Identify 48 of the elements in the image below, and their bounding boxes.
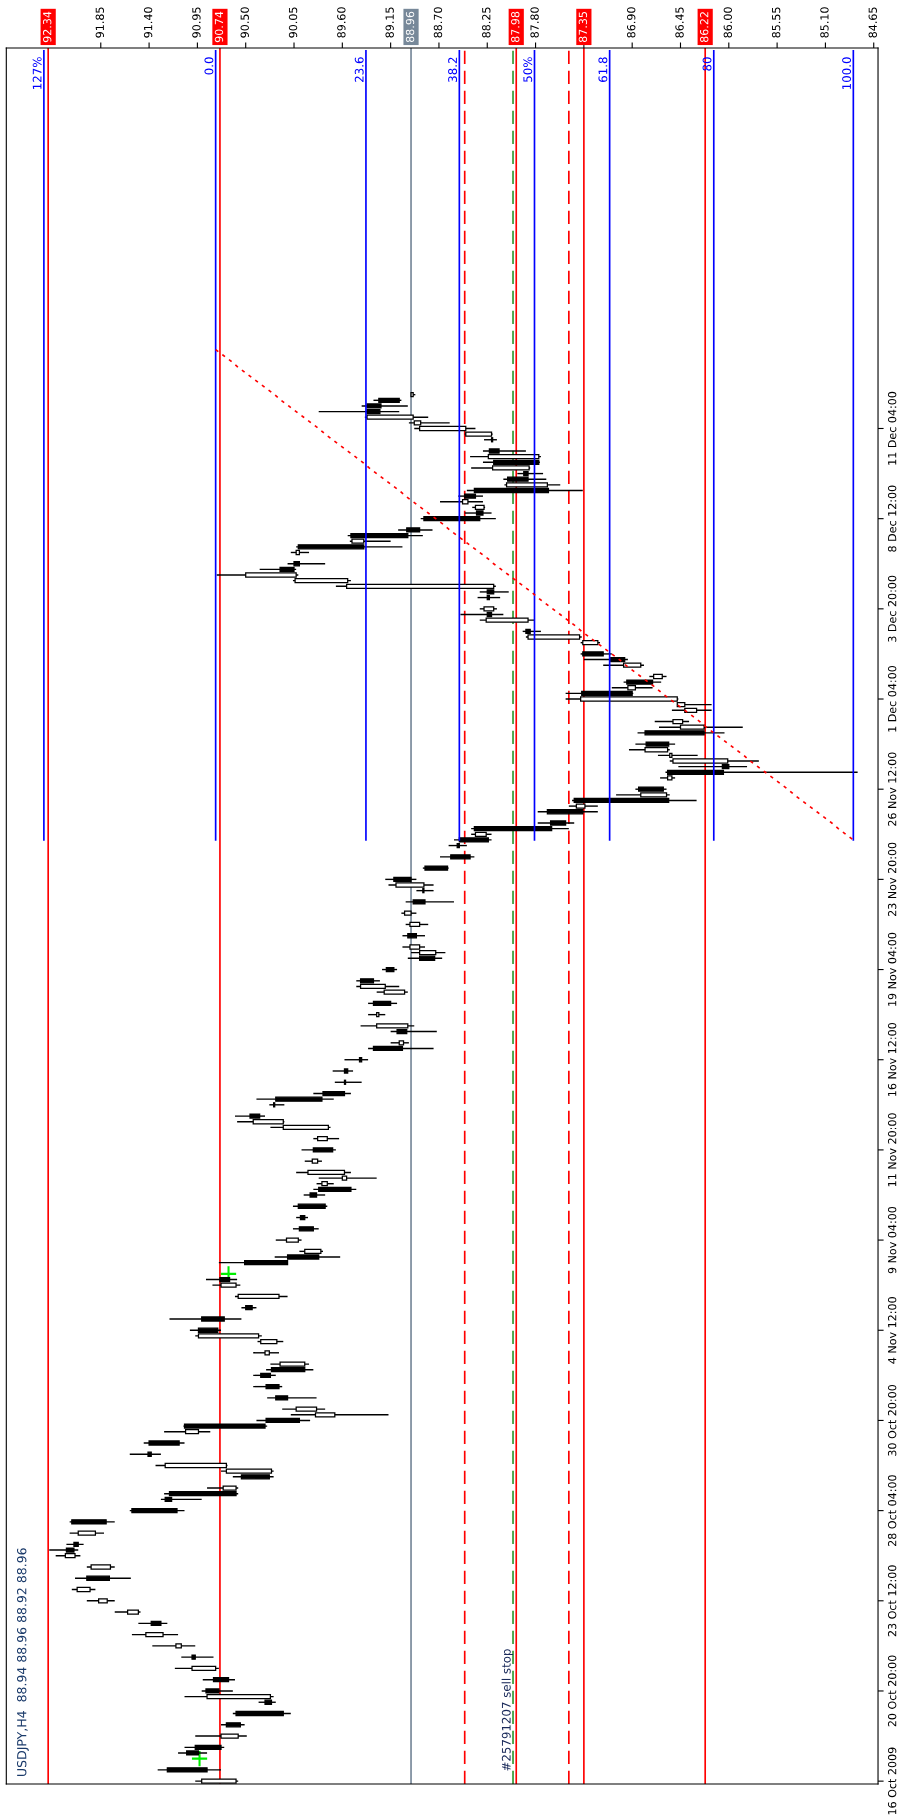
- y-tick-label: 11 Nov 20:00: [887, 1113, 897, 1187]
- y-tick-label: 3 Dec 20:00: [887, 575, 897, 642]
- y-tick-label: 4 Nov 12:00: [887, 1297, 897, 1364]
- y-tick-label: 28 Oct 04:00: [887, 1475, 897, 1547]
- text: USDJPY,H4 88.94 88.96 88.92 88.96: [16, 1548, 29, 1776]
- x-tick-label: 89.60: [337, 7, 346, 38]
- text: 127%: [32, 57, 42, 89]
- y-tick-label: 30 Oct 20:00: [887, 1384, 897, 1456]
- x-tick-label: 91.40: [143, 7, 153, 38]
- x-tick-label: 87.80: [530, 7, 539, 38]
- y-tick-label: 1 Dec 04:00: [887, 665, 897, 732]
- ref-line-label: 87.35: [578, 12, 588, 43]
- x-tick-label: 88.70: [433, 7, 443, 38]
- y-tick-label: 9 Nov 04:00: [887, 1206, 897, 1274]
- y-tick-label: 20 Oct 20:00: [887, 1655, 897, 1727]
- text: 0.0: [204, 57, 214, 75]
- x-tick-label: 85.10: [820, 7, 829, 38]
- text: 100.0: [842, 57, 852, 89]
- x-tick-label: 90.05: [288, 7, 298, 38]
- y-tick-label: 26 Nov 12:00: [887, 752, 897, 826]
- x-tick-label: 88.25: [482, 7, 491, 38]
- ref-line-label: 86.22: [700, 12, 709, 43]
- y-tick-label: 23 Nov 20:00: [887, 842, 897, 917]
- text: 80: [702, 57, 712, 71]
- x-tick-label: 86.90: [627, 7, 636, 38]
- x-tick-label: 90.95: [192, 7, 201, 38]
- ref-line-label: #25791207 sell stop: [501, 1649, 514, 1771]
- text: 50%: [523, 57, 533, 82]
- x-tick-label: 91.85: [95, 7, 104, 38]
- text: 23.6: [354, 57, 364, 82]
- y-tick-label: 16 Oct 2009: [887, 1747, 897, 1815]
- x-tick-label: 84.65: [868, 7, 877, 38]
- x-tick-label: 86.45: [675, 7, 684, 38]
- x-tick-label: 90.50: [240, 7, 249, 38]
- text: 38.2: [448, 57, 458, 82]
- y-tick-label: 11 Dec 04:00: [887, 391, 897, 465]
- y-tick-label: 16 Nov 12:00: [887, 1023, 897, 1096]
- x-tick-label: 86.00: [723, 7, 733, 38]
- ref-line-label: 88.96: [405, 11, 415, 43]
- ref-line-label: 92.34: [42, 11, 52, 43]
- x-tick-label: 89.15: [385, 7, 394, 38]
- y-tick-label: 19 Nov 04:00: [887, 932, 897, 1006]
- ref-line-label: 87.98: [511, 11, 520, 43]
- y-tick-label: 8 Dec 12:00: [887, 485, 897, 552]
- x-tick-label: 85.55: [771, 7, 781, 38]
- text: 61.8: [598, 57, 608, 82]
- ref-line-label: 90.74: [214, 11, 224, 43]
- y-tick-label: 23 Oct 12:00: [887, 1565, 897, 1637]
